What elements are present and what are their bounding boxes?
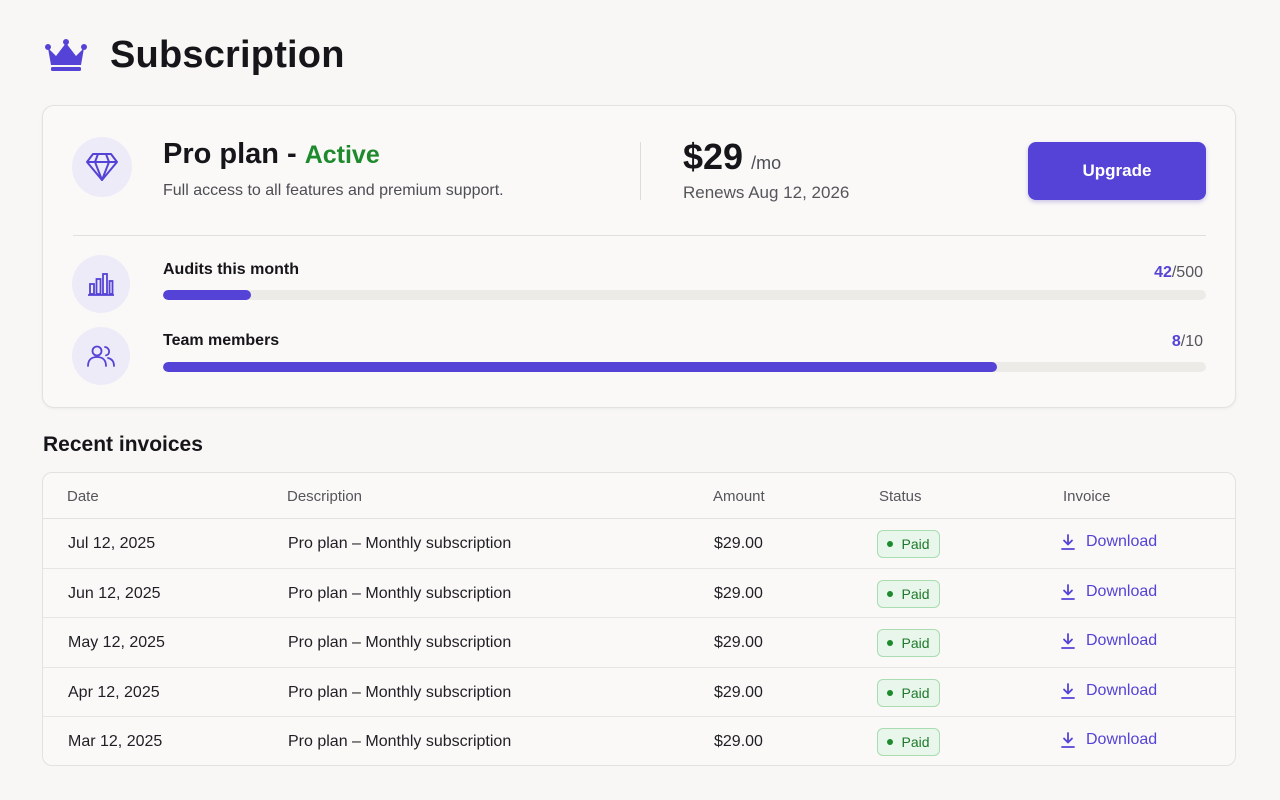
plan-card: Pro plan - Active Full access to all fea… xyxy=(42,105,1236,408)
status-badge: Paid xyxy=(877,629,940,657)
invoices-table: Date Description Amount Status Invoice J… xyxy=(42,472,1236,766)
status-label: Paid xyxy=(901,635,930,651)
upgrade-button[interactable]: Upgrade xyxy=(1028,142,1206,200)
status-dot-icon xyxy=(887,640,894,646)
download-icon xyxy=(1060,682,1076,700)
status-badge: Paid xyxy=(877,728,940,756)
status-dot-icon xyxy=(887,739,894,745)
table-row: Mar 12, 2025 Pro plan – Monthly subscrip… xyxy=(43,717,1235,765)
plan-description: Full access to all features and premium … xyxy=(163,182,504,199)
invoice-description: Pro plan – Monthly subscription xyxy=(288,683,512,701)
download-icon xyxy=(1060,632,1076,650)
usage-label-audits: Audits this month xyxy=(163,261,299,278)
invoice-description: Pro plan – Monthly subscription xyxy=(288,535,512,552)
download-icon xyxy=(1060,731,1076,749)
diamond-icon xyxy=(72,137,132,197)
download-icon xyxy=(1060,583,1076,601)
table-body: Jul 12, 2025 Pro plan – Monthly subscrip… xyxy=(43,519,1235,765)
download-link[interactable]: Download xyxy=(1060,731,1157,749)
download-label: Download xyxy=(1086,632,1158,649)
page-title: Subscription xyxy=(110,33,345,76)
usage-used-team: 8 xyxy=(1171,333,1181,350)
status-label: Paid xyxy=(901,684,930,701)
invoice-description: Pro plan – Monthly subscription xyxy=(288,584,512,602)
invoice-date: Jun 12, 2025 xyxy=(68,584,161,602)
users-icon xyxy=(72,327,130,385)
plan-status: Active xyxy=(304,141,380,169)
column-header-description: Description xyxy=(287,488,363,505)
download-label: Download xyxy=(1086,582,1158,600)
invoice-description: Pro plan – Monthly subscription xyxy=(288,634,512,651)
invoice-amount: $29.00 xyxy=(714,535,763,552)
status-badge: Paid xyxy=(877,678,940,707)
usage-count-audits: 42/500 xyxy=(1154,264,1203,282)
column-header-date: Date xyxy=(67,488,99,505)
download-label: Download xyxy=(1086,533,1158,550)
plan-separator: - xyxy=(287,138,297,170)
download-icon xyxy=(1060,533,1076,551)
status-badge: Paid xyxy=(877,530,940,558)
price-row: $29 /mo xyxy=(683,136,781,178)
invoice-description: Pro plan – Monthly subscription xyxy=(288,733,512,750)
status-badge: Paid xyxy=(877,579,940,608)
page-header: Subscription xyxy=(44,30,345,80)
plan-name-row: Pro plan - Active xyxy=(163,138,380,171)
progress-fill-team xyxy=(163,362,998,372)
table-header: Date Description Amount Status Invoice xyxy=(43,473,1235,519)
usage-used-audits: 42 xyxy=(1154,264,1172,281)
progress-fill-audits xyxy=(163,290,251,300)
status-label: Paid xyxy=(901,536,930,552)
bar-chart-icon xyxy=(72,255,130,313)
invoice-amount: $29.00 xyxy=(714,584,763,602)
status-dot-icon xyxy=(887,541,894,547)
invoice-date: Mar 12, 2025 xyxy=(68,733,163,750)
renewal-date: Renews Aug 12, 2026 xyxy=(683,183,850,202)
plan-price: $29 xyxy=(683,136,744,177)
invoice-amount: $29.00 xyxy=(714,683,763,701)
plan-name: Pro plan xyxy=(163,138,280,170)
section-title-invoices: Recent invoices xyxy=(43,433,203,456)
column-header-status: Status xyxy=(879,488,922,505)
usage-count-team: 8/10 xyxy=(1172,333,1203,351)
horizontal-divider xyxy=(73,235,1206,236)
table-row: Jul 12, 2025 Pro plan – Monthly subscrip… xyxy=(43,519,1235,569)
invoice-amount: $29.00 xyxy=(714,634,763,651)
table-row: Jun 12, 2025 Pro plan – Monthly subscrip… xyxy=(43,569,1235,618)
table-row: Apr 12, 2025 Pro plan – Monthly subscrip… xyxy=(43,668,1235,717)
usage-label-team: Team members xyxy=(163,332,280,349)
status-dot-icon xyxy=(887,689,894,696)
progress-bar-team xyxy=(163,362,1206,372)
download-link[interactable]: Download xyxy=(1060,682,1157,700)
status-dot-icon xyxy=(887,590,894,597)
invoice-amount: $29.00 xyxy=(714,733,763,750)
crown-icon xyxy=(44,38,88,72)
table-row: May 12, 2025 Pro plan – Monthly subscrip… xyxy=(43,618,1235,668)
progress-bar-audits xyxy=(163,290,1206,300)
download-link[interactable]: Download xyxy=(1060,533,1157,551)
usage-limit-team: /10 xyxy=(1180,333,1203,350)
invoice-date: Apr 12, 2025 xyxy=(68,683,160,701)
usage-limit-audits: /500 xyxy=(1171,264,1203,281)
invoice-date: Jul 12, 2025 xyxy=(68,535,156,552)
column-header-amount: Amount xyxy=(713,488,765,505)
download-link[interactable]: Download xyxy=(1060,632,1157,650)
column-header-invoice: Invoice xyxy=(1063,488,1111,505)
price-unit: /mo xyxy=(751,153,782,173)
vertical-divider xyxy=(640,142,641,200)
download-link[interactable]: Download xyxy=(1060,583,1157,601)
status-label: Paid xyxy=(901,734,930,750)
download-label: Download xyxy=(1086,681,1158,699)
download-label: Download xyxy=(1086,731,1158,748)
invoice-date: May 12, 2025 xyxy=(68,634,165,651)
status-label: Paid xyxy=(901,585,930,602)
